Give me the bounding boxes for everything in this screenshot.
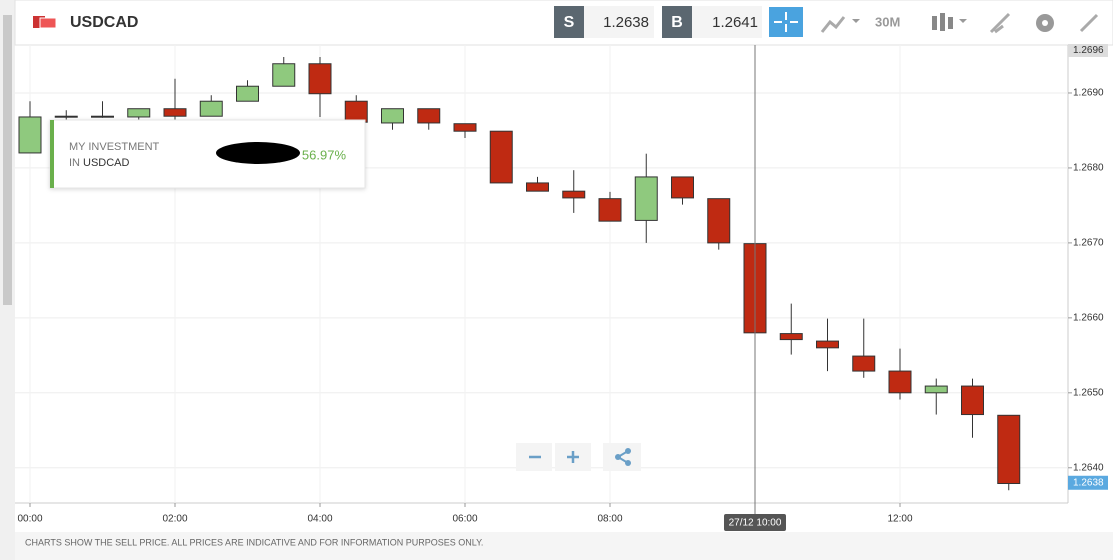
- sell-button[interactable]: [554, 6, 584, 38]
- settings-hole: [1042, 20, 1048, 26]
- candle-body: [634, 176, 658, 221]
- top-price-box: [1068, 44, 1108, 57]
- candle-body: [852, 355, 876, 372]
- flag: [33, 16, 57, 29]
- timeframe[interactable]: 30M: [875, 14, 900, 29]
- investment-panel: [49, 119, 366, 189]
- candle-body: [671, 176, 694, 199]
- y-tick-label: 1.2640: [1073, 462, 1104, 473]
- x-tick-label: 12:00: [887, 514, 912, 525]
- candles-icon[interactable]: [932, 13, 953, 31]
- sell-label: S: [564, 14, 575, 31]
- investment-accent: [50, 120, 54, 188]
- disclaimer: CHARTS SHOW THE SELL PRICE. ALL PRICES A…: [25, 537, 483, 547]
- candle-body: [489, 130, 513, 184]
- candle-body: [816, 340, 839, 349]
- x-tick-label: 02:00: [162, 514, 187, 525]
- candle-body: [779, 333, 803, 341]
- share-dot: [615, 454, 621, 460]
- candle-body: [199, 100, 223, 117]
- candle-body: [344, 100, 368, 123]
- share-dot: [625, 448, 631, 454]
- investment-symbol: USDCAD: [83, 157, 130, 169]
- collapse-icon[interactable]: [1079, 13, 1099, 33]
- investment-box: MY INVESTMENT IN USDCAD 56.97%: [49, 119, 366, 189]
- y-tick-label: 1.2660: [1073, 312, 1104, 323]
- candle-body: [54, 115, 78, 118]
- last-price-box: [1068, 475, 1108, 490]
- x-tick-label: 00:00: [17, 514, 42, 525]
- footer-bar: [15, 532, 1113, 560]
- crosshair-icon: [774, 12, 798, 32]
- candle-body: [453, 123, 477, 132]
- scroll-thumb[interactable]: [3, 15, 12, 305]
- last-price-label: 1.2638: [1073, 477, 1104, 488]
- investment-percent: 56.97%: [302, 147, 347, 162]
- x-tick-label: 06:00: [452, 514, 477, 525]
- candle-body: [417, 108, 441, 124]
- sell-price-box[interactable]: [584, 6, 654, 38]
- y-tick-label: 1.2650: [1073, 387, 1104, 398]
- candle-body: [308, 63, 332, 95]
- plus-icon: [567, 451, 579, 463]
- chart: 1.2640 1.2650 1.2660 1.2670 1.2680 1.2690 00:0…: [15, 44, 1108, 531]
- dropdown-arrow: [959, 19, 967, 23]
- draw-icon[interactable]: [989, 12, 1011, 34]
- candle-body: [236, 85, 259, 102]
- symbol: USDCAD: [70, 14, 138, 31]
- top-price-label: 1.2696: [1073, 45, 1104, 56]
- buy-label: B: [671, 14, 683, 31]
- chart-type-icon[interactable]: [820, 16, 846, 33]
- crosshair-label-box: [724, 514, 786, 531]
- candle-body: [18, 116, 42, 154]
- x-tick-label: 04:00: [307, 514, 332, 525]
- candle-body: [888, 370, 912, 394]
- buy-price-box[interactable]: [692, 6, 762, 38]
- x-tick-label: 08:00: [597, 514, 622, 525]
- y-tick-label: 1.2680: [1073, 163, 1104, 174]
- candle-body: [961, 385, 984, 416]
- dropdown-arrow: [852, 19, 860, 23]
- candle-body: [997, 414, 1021, 485]
- buy-price: 1.2641: [712, 14, 758, 31]
- candle-body: [272, 63, 296, 87]
- candle-body: [562, 190, 586, 199]
- candle-body: [91, 115, 114, 118]
- buy-button[interactable]: [662, 6, 692, 38]
- candle-body: [598, 198, 622, 222]
- investment-line1: MY INVESTMENT: [69, 141, 160, 153]
- y-tick-label: 1.2690: [1073, 88, 1104, 99]
- crosshair-label: 27/12 10:00: [729, 518, 782, 529]
- investment-prefix: IN: [69, 157, 80, 169]
- candle-body: [127, 108, 151, 118]
- sell-price: 1.2638: [603, 14, 649, 31]
- candle-body: [707, 198, 731, 244]
- candle-body: [163, 108, 187, 117]
- candle-body: [526, 182, 549, 192]
- y-tick-label: 1.2670: [1073, 238, 1104, 249]
- share-dot: [625, 460, 631, 466]
- share[interactable]: [603, 443, 641, 471]
- redaction: [216, 142, 300, 164]
- candle-body: [381, 108, 404, 124]
- candle-body: [924, 385, 948, 394]
